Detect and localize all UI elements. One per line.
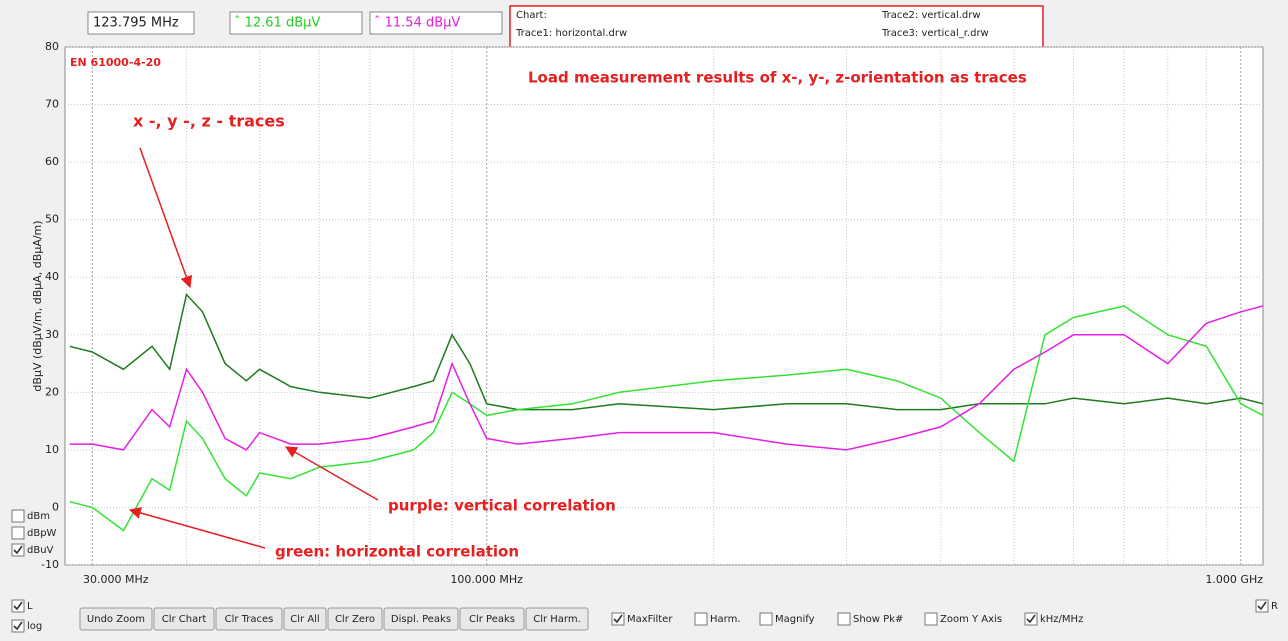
button-label: Clr Peaks bbox=[469, 614, 515, 625]
annotation: EN 61000-4-20 bbox=[70, 56, 161, 69]
checkbox-label: dBuV bbox=[27, 545, 54, 556]
check-mark bbox=[613, 614, 623, 624]
annotation: Load measurement results of x-, y-, z-or… bbox=[528, 69, 1027, 87]
button-label: Undo Zoom bbox=[87, 614, 145, 625]
checkbox[interactable] bbox=[11, 619, 25, 633]
y-tick-label: 60 bbox=[45, 155, 59, 168]
info-text: Chart: bbox=[516, 10, 547, 21]
button[interactable] bbox=[525, 607, 589, 631]
checkbox[interactable] bbox=[11, 526, 25, 540]
y-tick-label: 30 bbox=[45, 328, 59, 341]
y-tick-label: 50 bbox=[45, 213, 59, 226]
button-label: Displ. Peaks bbox=[391, 614, 451, 625]
checkbox-label: L bbox=[27, 601, 33, 612]
checkbox-label: Harm. bbox=[710, 614, 741, 625]
checkbox[interactable] bbox=[11, 543, 25, 557]
check-mark bbox=[13, 621, 23, 631]
check-mark bbox=[13, 601, 23, 611]
button[interactable] bbox=[215, 607, 283, 631]
arrow bbox=[139, 147, 192, 289]
plot-area bbox=[64, 46, 1264, 566]
info-text: Trace1: horizontal.drw bbox=[515, 28, 627, 39]
arrow bbox=[128, 507, 266, 549]
button[interactable] bbox=[459, 607, 525, 631]
checkbox-label: kHz/MHz bbox=[1040, 614, 1083, 625]
checkbox-label: Zoom Y Axis bbox=[940, 614, 1002, 625]
checkbox[interactable] bbox=[1255, 599, 1269, 613]
checkbox-label: Magnify bbox=[775, 614, 815, 625]
checkbox-label: R bbox=[1271, 601, 1278, 612]
y-tick-label: 0 bbox=[52, 500, 59, 513]
trace bbox=[69, 305, 1263, 532]
button[interactable] bbox=[383, 607, 459, 631]
button-label: Clr Chart bbox=[162, 614, 207, 625]
y-tick-label: -10 bbox=[41, 558, 59, 571]
x-tick-label: 1.000 GHz bbox=[1205, 573, 1263, 586]
button[interactable] bbox=[283, 607, 327, 631]
arrow bbox=[284, 446, 379, 501]
frequency-box[interactable] bbox=[87, 11, 195, 35]
button-label: Clr Harm. bbox=[533, 614, 581, 625]
button-label: Clr Traces bbox=[225, 614, 274, 625]
checkbox[interactable] bbox=[11, 599, 25, 613]
annotation: green: horizontal correlation bbox=[275, 543, 519, 561]
frequency: 123.795 MHz bbox=[93, 16, 179, 31]
x-tick-label: 100.000 MHz bbox=[450, 573, 523, 586]
check-mark bbox=[1257, 601, 1267, 611]
marker-box[interactable] bbox=[369, 11, 503, 35]
checkbox[interactable] bbox=[759, 612, 773, 626]
checkbox[interactable] bbox=[694, 612, 708, 626]
annotation: purple: vertical correlation bbox=[388, 497, 616, 515]
checkbox[interactable] bbox=[11, 509, 25, 523]
y-axis-label: dBµV (dBµV/m, dBµA, dBµA/m) bbox=[31, 220, 44, 391]
checkbox[interactable] bbox=[837, 612, 851, 626]
y-tick-label: 80 bbox=[45, 40, 59, 53]
y-tick-label: 70 bbox=[45, 98, 59, 111]
info-text: Trace2: vertical.drw bbox=[881, 10, 981, 21]
button[interactable] bbox=[79, 607, 153, 631]
button-label: Clr All bbox=[290, 614, 319, 625]
check-mark bbox=[13, 545, 23, 555]
y-tick-label: 20 bbox=[45, 385, 59, 398]
marker-value: ˆ 11.54 dBµV bbox=[374, 16, 460, 31]
checkbox-label: MaxFilter bbox=[627, 614, 673, 625]
button[interactable] bbox=[327, 607, 383, 631]
checkbox-label: dBm bbox=[27, 511, 50, 522]
y-tick-label: 40 bbox=[45, 270, 59, 283]
info-text: Trace3: vertical_r.drw bbox=[881, 28, 989, 39]
checkbox-label: log bbox=[27, 621, 42, 632]
checkbox-label: dBpW bbox=[27, 528, 57, 539]
annotation: x -, y -, z - traces bbox=[133, 112, 285, 131]
checkbox[interactable] bbox=[611, 612, 625, 626]
check-mark bbox=[1026, 614, 1036, 624]
x-tick-label: 30.000 MHz bbox=[83, 573, 149, 586]
y-tick-label: 10 bbox=[45, 443, 59, 456]
checkbox[interactable] bbox=[1024, 612, 1038, 626]
marker-value: ˆ 12.61 dBµV bbox=[234, 16, 320, 31]
marker-box[interactable] bbox=[229, 11, 363, 35]
button-label: Clr Zero bbox=[335, 614, 375, 625]
trace bbox=[69, 305, 1263, 451]
checkbox[interactable] bbox=[924, 612, 938, 626]
button[interactable] bbox=[153, 607, 215, 631]
checkbox-label: Show Pk# bbox=[853, 614, 903, 625]
trace bbox=[69, 292, 1263, 411]
